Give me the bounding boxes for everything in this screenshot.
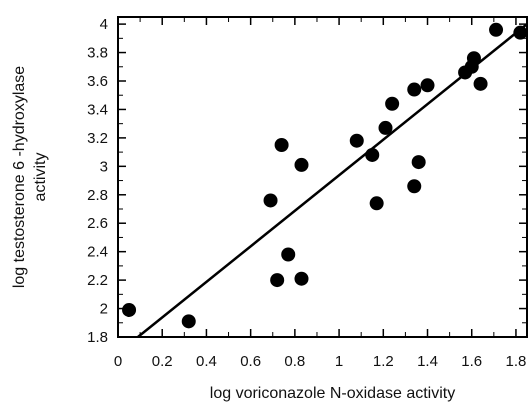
x-tick-label: 1 <box>335 353 343 370</box>
data-point <box>294 157 309 172</box>
plot-border <box>117 16 528 338</box>
x-axis-ticks: 0 0.2 0.4 0.6 0.8 1 1.2 1.4 1.6 1.8 <box>114 17 527 370</box>
data-point <box>294 271 309 286</box>
x-tick-label: 0.4 <box>196 353 217 370</box>
data-point <box>349 133 364 148</box>
plot-frame <box>117 16 528 338</box>
y-tick-label: 3.4 <box>87 101 108 118</box>
y-tick-label: 2.6 <box>87 215 108 232</box>
x-axis-label: log voriconazole N-oxidase activity <box>210 385 455 402</box>
x-tick-label: 1.4 <box>417 353 438 370</box>
data-point <box>411 155 426 170</box>
data-point <box>420 78 435 93</box>
y-tick-label: 3.8 <box>87 45 108 62</box>
data-point <box>181 314 196 329</box>
data-point <box>122 302 137 317</box>
y-axis-ticks: 1.8 2 2.2 2.4 2.6 2.8 3 3.2 3.4 3.6 3.8 4 <box>87 16 527 346</box>
x-tick-label: 1.6 <box>461 353 482 370</box>
data-point <box>378 120 393 135</box>
data-point <box>281 247 296 262</box>
y-tick-label: 3 <box>100 158 108 175</box>
data-point <box>513 25 528 40</box>
y-tick-label: 1.8 <box>87 329 108 346</box>
y-tick-label: 2.2 <box>87 272 108 289</box>
data-point <box>365 147 380 162</box>
x-tick-label: 0 <box>114 353 122 370</box>
y-tick-label: 3.2 <box>87 130 108 147</box>
y-axis-label-line-1: log testosterone 6 -hydroxylase <box>11 66 28 288</box>
x-tick-label: 1.2 <box>373 353 394 370</box>
y-tick-label: 2.4 <box>87 244 108 261</box>
y-tick-label: 2 <box>100 301 108 318</box>
y-tick-label: 3.6 <box>87 73 108 90</box>
data-points <box>122 22 528 329</box>
data-point <box>270 273 285 288</box>
data-point <box>473 76 488 91</box>
data-point <box>274 138 289 152</box>
data-point <box>263 193 278 208</box>
x-tick-label: 0.2 <box>152 353 173 370</box>
x-tick-label: 0.6 <box>240 353 261 370</box>
data-point <box>466 51 481 66</box>
data-point <box>407 82 422 97</box>
x-tick-label: 1.8 <box>506 353 527 370</box>
data-point <box>385 96 400 111</box>
data-point <box>369 196 384 211</box>
data-point <box>489 22 504 37</box>
x-tick-label: 0.8 <box>284 353 305 370</box>
y-axis-label-line-2: activity <box>32 153 49 202</box>
y-tick-label: 4 <box>100 16 108 33</box>
y-tick-label: 2.8 <box>87 187 108 204</box>
data-point <box>407 179 422 194</box>
